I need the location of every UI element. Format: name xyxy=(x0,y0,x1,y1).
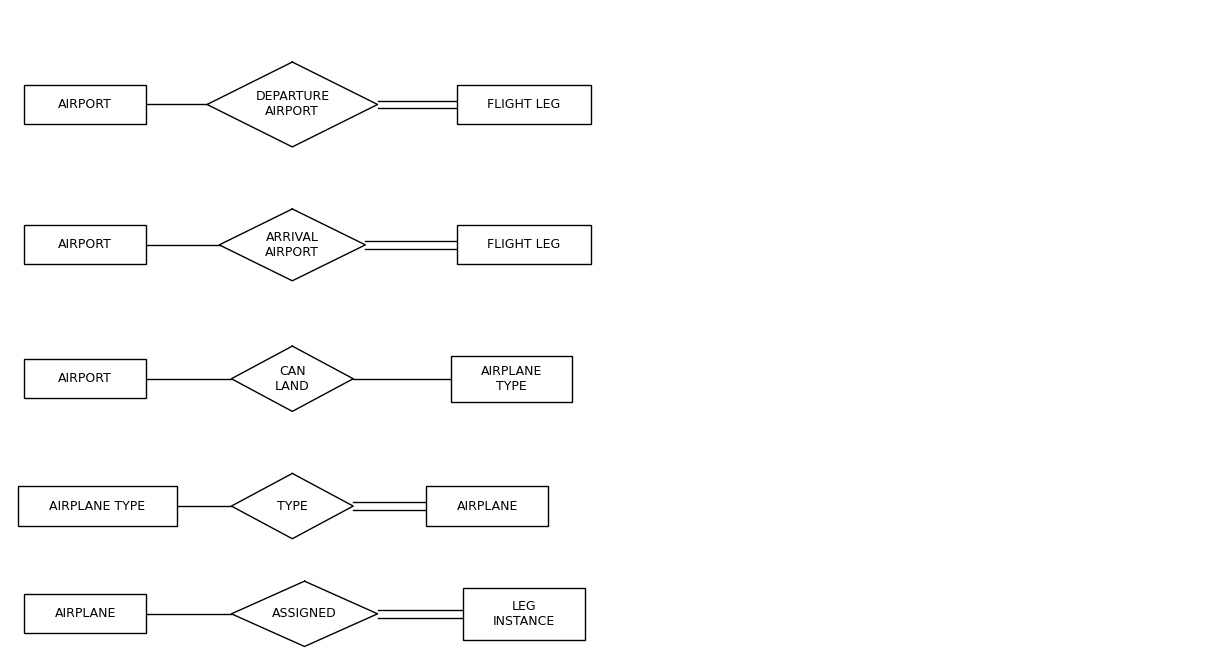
Text: AIRPORT: AIRPORT xyxy=(58,238,112,251)
FancyBboxPatch shape xyxy=(24,359,146,398)
FancyBboxPatch shape xyxy=(18,486,177,526)
Text: FLIGHT LEG: FLIGHT LEG xyxy=(487,238,560,251)
Polygon shape xyxy=(207,62,378,147)
Text: ARRIVAL
AIRPORT: ARRIVAL AIRPORT xyxy=(266,231,319,259)
Text: CAN
LAND: CAN LAND xyxy=(275,365,309,392)
Polygon shape xyxy=(219,209,365,281)
FancyBboxPatch shape xyxy=(463,588,585,640)
Text: TYPE: TYPE xyxy=(276,500,308,513)
Text: AIRPORT: AIRPORT xyxy=(58,372,112,385)
FancyBboxPatch shape xyxy=(24,594,146,633)
Text: FLIGHT LEG: FLIGHT LEG xyxy=(487,98,560,111)
FancyBboxPatch shape xyxy=(457,225,591,264)
Text: AIRPLANE: AIRPLANE xyxy=(457,500,518,513)
Text: AIRPLANE: AIRPLANE xyxy=(55,607,116,620)
Text: LEG
INSTANCE: LEG INSTANCE xyxy=(492,600,555,628)
Text: DEPARTURE
AIRPORT: DEPARTURE AIRPORT xyxy=(256,91,329,118)
FancyBboxPatch shape xyxy=(24,85,146,124)
FancyBboxPatch shape xyxy=(426,486,548,526)
Polygon shape xyxy=(231,581,378,646)
Text: ASSIGNED: ASSIGNED xyxy=(272,607,337,620)
FancyBboxPatch shape xyxy=(451,356,572,402)
Text: AIRPLANE TYPE: AIRPLANE TYPE xyxy=(50,500,145,513)
Polygon shape xyxy=(231,346,353,411)
Polygon shape xyxy=(231,473,353,539)
Text: AIRPORT: AIRPORT xyxy=(58,98,112,111)
Text: AIRPLANE
TYPE: AIRPLANE TYPE xyxy=(481,365,542,392)
FancyBboxPatch shape xyxy=(457,85,591,124)
FancyBboxPatch shape xyxy=(24,225,146,264)
